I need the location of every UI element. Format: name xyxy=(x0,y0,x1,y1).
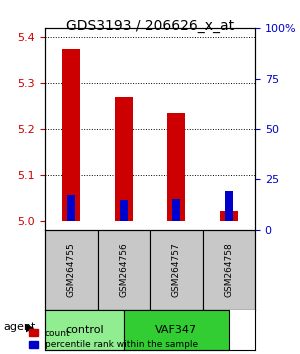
Text: GDS3193 / 206626_x_at: GDS3193 / 206626_x_at xyxy=(66,19,234,34)
FancyBboxPatch shape xyxy=(45,310,124,350)
Bar xyxy=(115,97,133,221)
Text: control: control xyxy=(65,325,104,335)
Bar xyxy=(62,49,80,221)
Bar xyxy=(67,195,75,221)
Bar xyxy=(225,191,233,221)
Text: ▶: ▶ xyxy=(26,322,34,332)
Text: GSM264757: GSM264757 xyxy=(172,242,181,297)
Text: agent: agent xyxy=(3,322,35,332)
Bar xyxy=(220,211,238,221)
FancyBboxPatch shape xyxy=(202,230,255,310)
Text: VAF347: VAF347 xyxy=(155,325,197,335)
FancyBboxPatch shape xyxy=(98,230,150,310)
Text: GSM264758: GSM264758 xyxy=(224,242,233,297)
FancyBboxPatch shape xyxy=(124,310,229,350)
Bar xyxy=(120,200,128,221)
Bar xyxy=(167,113,185,221)
Bar xyxy=(172,199,180,221)
Text: GSM264755: GSM264755 xyxy=(67,242,76,297)
FancyBboxPatch shape xyxy=(45,230,98,310)
FancyBboxPatch shape xyxy=(150,230,202,310)
Legend: count, percentile rank within the sample: count, percentile rank within the sample xyxy=(28,329,198,349)
Text: GSM264756: GSM264756 xyxy=(119,242,128,297)
